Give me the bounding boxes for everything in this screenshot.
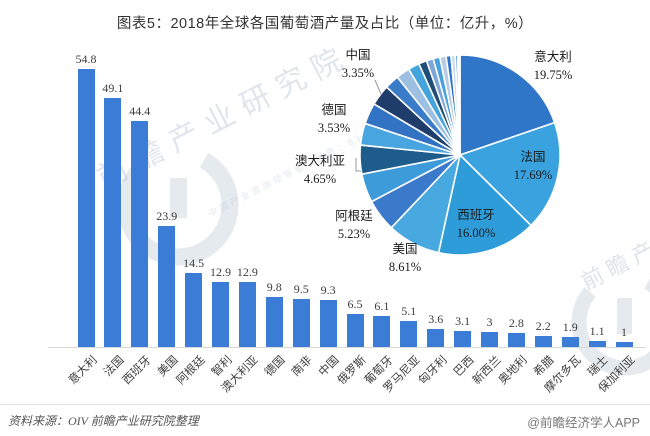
pie-label-percent: 4.65% xyxy=(303,172,337,186)
bar-阿根廷 xyxy=(185,273,203,347)
bar-value-label: 2.8 xyxy=(508,315,524,330)
bar-俄罗斯 xyxy=(346,314,364,347)
pie-leader-line-china xyxy=(374,79,382,95)
pie-label-意大利: 意大利 19.75% xyxy=(505,48,601,84)
bar-瑞士 xyxy=(588,341,606,347)
bar-智利 xyxy=(212,281,229,347)
pie-label-name: 阿根廷 xyxy=(335,209,373,223)
pie-label-name: 德国 xyxy=(321,103,347,117)
bar-德国 xyxy=(265,297,283,347)
bar-value-label: 3.6 xyxy=(428,311,444,326)
bar-意大利 xyxy=(77,68,95,347)
bar-value-label: 3 xyxy=(486,314,493,329)
pie-label-name: 中国 xyxy=(345,48,371,62)
pie-slice-西班牙 xyxy=(437,154,532,256)
bar-value-label: 3.1 xyxy=(455,314,471,329)
bar-巴西 xyxy=(454,331,472,347)
bar-美国 xyxy=(158,225,176,347)
bar-南非 xyxy=(292,298,310,347)
bar-中国 xyxy=(319,299,337,347)
pie-label-澳大利亚: 澳大利亚 4.65% xyxy=(272,152,368,188)
bar-摩尔多瓦 xyxy=(561,337,579,347)
bar-value-label: 6.1 xyxy=(374,299,390,313)
pie-label-name: 澳大利亚 xyxy=(294,154,345,168)
pie-label-percent: 17.69% xyxy=(513,168,553,182)
pie-label-美国: 美国 8.61% xyxy=(357,240,453,276)
bar-value-label: 12.9 xyxy=(236,264,258,279)
bar-value-label: 9.8 xyxy=(266,280,282,295)
pie-leader-line-australia xyxy=(355,158,361,172)
pie-label-percent: 3.53% xyxy=(317,121,351,135)
pie-slice-法国 xyxy=(459,121,561,227)
bar-value-label: 12.9 xyxy=(210,264,231,279)
page-title: 图表5：2018年全球各国葡萄酒产量及占比（单位：亿升，%） xyxy=(116,16,534,32)
pie-label-percent: 16.00% xyxy=(456,226,496,240)
bar-希腊 xyxy=(534,335,552,347)
bar-西班牙 xyxy=(131,121,149,347)
source-note: 资料来源：OIV 前瞻产业研究院整理 xyxy=(8,414,199,428)
bar-value-label: 14.5 xyxy=(183,256,205,271)
pie-label-中国: 中国 3.35% xyxy=(310,46,406,82)
pie-label-name: 法国 xyxy=(520,150,546,164)
bar-葡萄牙 xyxy=(373,316,391,347)
bar-value-label: 6.5 xyxy=(347,297,363,311)
bar-value-label: 23.9 xyxy=(156,208,178,223)
bar-value-label: 9.3 xyxy=(320,282,336,297)
bar-value-label: 1 xyxy=(621,324,627,339)
bar-匈牙利 xyxy=(427,328,445,347)
bar-value-label: 44.4 xyxy=(129,104,151,119)
pie-label-percent: 8.61% xyxy=(388,260,422,274)
watermark-credit: @前瞻经济学人APP xyxy=(527,416,640,430)
bar-value-label: 1.9 xyxy=(562,320,578,335)
bar-澳大利亚 xyxy=(238,281,256,347)
bar-value-label: 9.5 xyxy=(293,281,309,296)
pie-label-德国: 德国 3.53% xyxy=(286,101,382,137)
bar-value-label: 5.1 xyxy=(401,304,417,319)
bar-value-label: 1.1 xyxy=(589,324,605,339)
bar-value-label: 49.1 xyxy=(102,80,124,95)
bar-value-label: 54.8 xyxy=(75,51,97,66)
footer-divider xyxy=(0,404,650,405)
pie-label-name: 西班牙 xyxy=(457,208,495,222)
bar-value-label: 2.2 xyxy=(535,318,551,333)
pie-label-percent: 5.23% xyxy=(337,227,371,241)
pie-label-法国: 法国 17.69% xyxy=(485,148,581,184)
pie-label-name: 美国 xyxy=(392,242,418,256)
pie-label-西班牙: 西班牙 16.00% xyxy=(428,206,524,242)
pie-label-percent: 19.75% xyxy=(533,68,573,82)
pie-label-name: 意大利 xyxy=(534,50,572,64)
pie-label-阿根廷: 阿根廷 5.23% xyxy=(306,207,402,243)
bar-保加利亚 xyxy=(615,341,633,347)
bar-法国 xyxy=(104,97,122,347)
bar-罗马尼亚 xyxy=(400,321,418,347)
pie-slice-保加利亚 xyxy=(456,54,461,156)
bar-新西兰 xyxy=(481,331,498,347)
bar-奥地利 xyxy=(507,332,525,347)
x-axis-line xyxy=(48,347,646,348)
pie-label-percent: 3.35% xyxy=(341,66,375,80)
